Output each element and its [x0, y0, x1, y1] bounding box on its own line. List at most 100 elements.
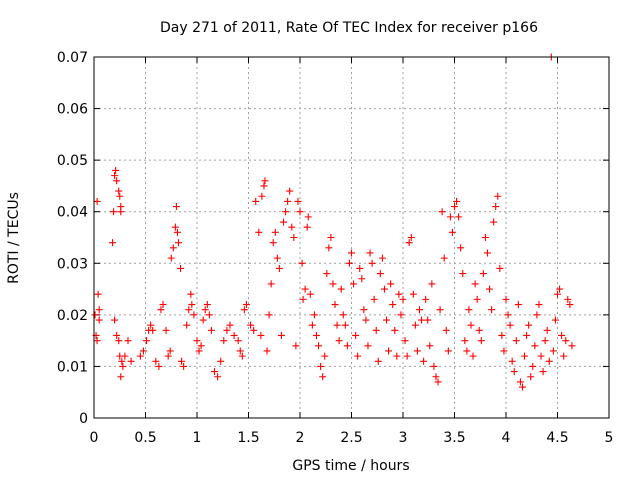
data-point [155, 362, 163, 370]
data-point [345, 259, 353, 267]
data-point [405, 239, 413, 247]
data-point [333, 321, 341, 329]
data-point [95, 306, 103, 314]
data-point [149, 326, 157, 334]
data-point [434, 378, 442, 386]
data-point [483, 249, 491, 257]
data-point [385, 347, 393, 355]
data-point [312, 331, 320, 339]
data-point [545, 357, 553, 365]
data-point [110, 208, 118, 216]
data-point [413, 347, 421, 355]
data-point [261, 177, 269, 185]
data-point [352, 331, 360, 339]
data-point [315, 342, 323, 350]
data-point [389, 301, 397, 309]
chart-title: Day 271 of 2011, Rate Of TEC Index for r… [160, 20, 538, 36]
data-point [263, 347, 271, 355]
data-point [310, 311, 318, 319]
data-point [409, 290, 417, 298]
data-point [292, 342, 300, 350]
data-point [173, 228, 181, 236]
data-point [238, 352, 246, 360]
data-point [512, 337, 520, 345]
y-tick-label: 0.07 [57, 50, 88, 66]
data-point [475, 326, 483, 334]
y-tick-label: 0.03 [57, 256, 88, 272]
data-point [109, 239, 117, 247]
data-point [273, 254, 281, 262]
data-point [364, 342, 372, 350]
data-point [451, 203, 458, 211]
data-point [424, 316, 432, 324]
data-point [362, 316, 370, 324]
data-point [479, 270, 487, 278]
x-tick-label: 1.5 [237, 430, 259, 446]
data-point [242, 301, 250, 309]
data-point [199, 316, 207, 324]
data-point [428, 280, 436, 288]
data-point [282, 208, 290, 216]
data-point [525, 321, 533, 329]
data-point [420, 357, 428, 365]
data-point [265, 311, 273, 319]
data-point [190, 311, 198, 319]
data-point [535, 301, 543, 309]
data-point [554, 290, 561, 298]
data-point [568, 342, 576, 350]
data-point [432, 373, 440, 381]
data-point [321, 352, 329, 360]
y-tick-label: 0 [79, 411, 88, 427]
tick-labels: 0 0.5 1 1.5 2 2.5 3 3.5 4 4.5 5 0 0.01 0.02 0.03 0.04 0.… [57, 50, 614, 446]
data-point [171, 223, 179, 231]
data-point [453, 197, 461, 205]
data-point [551, 316, 559, 324]
data-point [399, 295, 407, 303]
data-point [294, 197, 302, 205]
data-point [537, 352, 545, 360]
data-point [358, 275, 366, 283]
data-point [286, 187, 294, 195]
data-point [335, 337, 343, 345]
x-tick-label: 4 [502, 430, 511, 446]
data-point [397, 311, 405, 319]
data-point [504, 311, 512, 319]
data-point [117, 208, 125, 216]
data-point [446, 213, 454, 221]
data-point [304, 213, 312, 221]
data-point [164, 352, 172, 360]
data-point [560, 352, 568, 360]
data-point [111, 316, 119, 324]
data-point [319, 373, 327, 381]
data-point [387, 280, 395, 288]
data-point [195, 347, 203, 355]
data-point [118, 357, 126, 365]
data-point [220, 337, 228, 345]
data-point [308, 321, 316, 329]
data-point [477, 337, 485, 345]
data-point [143, 337, 151, 345]
data-point [193, 337, 201, 345]
y-tick-label: 0.01 [57, 359, 88, 375]
data-point [180, 362, 188, 370]
data-point [111, 172, 119, 180]
data-point [376, 270, 384, 278]
data-point [275, 264, 283, 272]
data-point [459, 270, 467, 278]
data-point [391, 326, 399, 334]
data-point [541, 337, 549, 345]
data-point [250, 326, 258, 334]
data-point [436, 306, 444, 314]
data-point [136, 352, 144, 360]
data-point [277, 331, 285, 339]
data-point [494, 192, 502, 200]
data-point [486, 285, 494, 293]
data-point [518, 383, 526, 391]
data-point [211, 368, 219, 376]
data-point [407, 234, 415, 241]
data-point [290, 234, 298, 241]
data-point [502, 295, 510, 303]
data-point [288, 223, 296, 231]
x-tick-label: 0.5 [134, 430, 156, 446]
data-point [325, 244, 333, 252]
